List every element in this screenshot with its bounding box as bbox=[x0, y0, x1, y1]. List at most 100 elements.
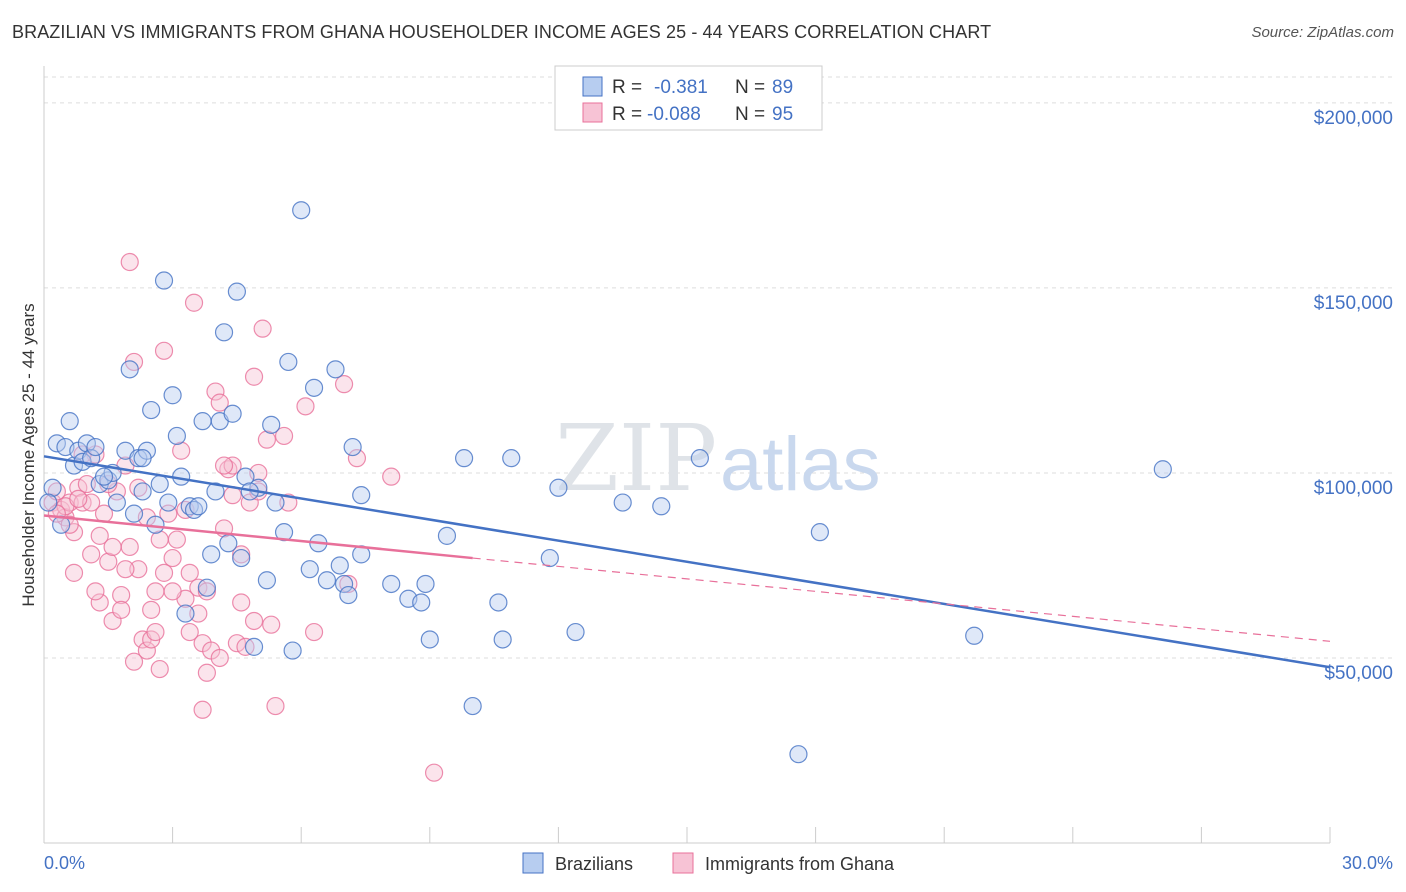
legend-r-label-brazilian: R = bbox=[612, 77, 642, 98]
legend-n-label-ghana: N = bbox=[735, 104, 765, 125]
brazilian-point-8 bbox=[86, 437, 105, 457]
ghana-point-14 bbox=[99, 552, 118, 571]
ghana-point-84 bbox=[146, 622, 165, 642]
y-axis-label: Householder Income Ages 25 - 44 years bbox=[19, 303, 38, 606]
ghana-point-78 bbox=[90, 526, 109, 545]
ghana-point-83 bbox=[124, 652, 144, 671]
brazilian-point-54 bbox=[326, 360, 345, 379]
brazilian-point-30 bbox=[193, 412, 212, 431]
ghana-point-90 bbox=[86, 582, 105, 601]
brazilian-point-50 bbox=[300, 560, 319, 579]
x-tick-labels: 0.0% 30.0% bbox=[44, 853, 1393, 873]
brazilian-point-85 bbox=[133, 449, 152, 468]
ghana-point-35 bbox=[184, 293, 204, 312]
legend-swatch-brazilian bbox=[582, 76, 603, 97]
ghana-point-55 bbox=[266, 696, 285, 716]
brazilian-point-37 bbox=[223, 404, 242, 423]
brazilian-point-67 bbox=[463, 696, 482, 716]
brazilian-points bbox=[39, 201, 1172, 764]
brazilian-point-51 bbox=[304, 378, 324, 397]
ghana-point-68 bbox=[214, 456, 234, 475]
ghana-point-42 bbox=[210, 393, 229, 412]
ghana-point-94 bbox=[304, 622, 324, 642]
brazilian-trend-line bbox=[43, 455, 1331, 669]
brazilian-point-48 bbox=[283, 641, 302, 660]
bottom-legend-brazilian: Brazilians bbox=[555, 854, 633, 874]
brazilian-point-68 bbox=[489, 593, 508, 612]
ghana-point-58 bbox=[334, 375, 354, 394]
ghana-point-79 bbox=[154, 563, 174, 582]
ghana-point-27 bbox=[150, 659, 169, 679]
ghana-point-57 bbox=[296, 397, 315, 416]
trend-lines bbox=[43, 455, 1331, 669]
brazilian-point-77 bbox=[789, 745, 808, 764]
ghana-point-19 bbox=[120, 537, 139, 557]
brazilian-point-12 bbox=[107, 493, 126, 512]
ghana-point-9 bbox=[77, 474, 96, 494]
ghana-point-32 bbox=[172, 441, 191, 460]
brazilian-point-75 bbox=[652, 497, 671, 516]
legend: R = -0.381 N = 89 R = -0.088 N = 95 bbox=[554, 65, 823, 131]
brazilian-point-73 bbox=[566, 622, 585, 642]
brazilian-point-66 bbox=[454, 449, 474, 468]
legend-r-value-ghana: -0.088 bbox=[647, 104, 701, 125]
bottom-legend-swatch-ghana bbox=[672, 852, 694, 874]
ghana-point-12 bbox=[90, 593, 109, 612]
ghana-point-54 bbox=[262, 615, 281, 634]
brazilian-point-39 bbox=[232, 548, 251, 568]
ghana-point-53 bbox=[257, 430, 277, 449]
y-tick-label-3: $200,000 bbox=[1314, 108, 1393, 129]
y-tick-label-0: $50,000 bbox=[1324, 663, 1393, 684]
brazilian-point-74 bbox=[613, 493, 632, 512]
legend-n-value-brazilian: 89 bbox=[772, 77, 793, 98]
ghana-point-22 bbox=[129, 560, 148, 579]
brazilian-point-15 bbox=[124, 504, 144, 523]
brazilian-point-58 bbox=[352, 486, 371, 505]
ghana-trend-extension bbox=[472, 557, 1331, 642]
bottom-legend: Brazilians Immigrants from Ghana bbox=[522, 852, 895, 874]
brazilian-point-40 bbox=[236, 467, 255, 486]
brazilian-point-55 bbox=[334, 574, 354, 594]
ghana-point-41 bbox=[206, 382, 225, 401]
legend-r-value-brazilian: -0.381 bbox=[654, 77, 708, 98]
ghana-trend-line bbox=[43, 514, 473, 560]
ghana-point-30 bbox=[163, 548, 182, 568]
ghana-point-47 bbox=[232, 593, 251, 612]
legend-n-label-brazilian: N = bbox=[735, 77, 765, 98]
x-tick-label-0: 0.0% bbox=[44, 853, 85, 873]
grid-lines bbox=[44, 76, 1395, 659]
brazilian-point-88 bbox=[330, 556, 349, 575]
brazilian-point-86 bbox=[189, 497, 208, 516]
ghana-point-87 bbox=[244, 611, 264, 631]
chart-source: Source: ZipAtlas.com bbox=[1251, 24, 1394, 41]
ghana-point-76 bbox=[274, 426, 294, 446]
brazilian-point-33 bbox=[206, 482, 225, 501]
brazilian-point-70 bbox=[502, 449, 521, 468]
brazilian-point-62 bbox=[412, 593, 431, 612]
brazilian-point-65 bbox=[437, 526, 457, 545]
brazilian-point-17 bbox=[133, 482, 152, 501]
ghana-point-52 bbox=[253, 319, 272, 338]
ghana-point-20 bbox=[120, 252, 139, 272]
ghana-point-64 bbox=[103, 537, 122, 557]
brazilian-point-64 bbox=[420, 630, 439, 649]
brazilian-point-24 bbox=[163, 386, 182, 405]
ghana-point-73 bbox=[163, 582, 182, 601]
brazilian-point-38 bbox=[227, 282, 246, 301]
ghana-point-61 bbox=[382, 467, 401, 486]
y-tick-label-2: $150,000 bbox=[1314, 293, 1393, 314]
brazilian-point-83 bbox=[39, 493, 58, 512]
brazilian-point-35 bbox=[214, 323, 234, 342]
brazilian-point-46 bbox=[274, 523, 294, 542]
brazilian-point-22 bbox=[154, 271, 174, 290]
bottom-legend-ghana: Immigrants from Ghana bbox=[705, 854, 895, 874]
brazilian-point-69 bbox=[493, 630, 512, 649]
ghana-point-17 bbox=[112, 585, 131, 605]
ghana-point-26 bbox=[146, 582, 165, 601]
ghana-point-10 bbox=[82, 545, 101, 564]
brazilian-point-81 bbox=[43, 478, 62, 497]
legend-n-value-ghana: 95 bbox=[772, 104, 793, 125]
brazilian-point-76 bbox=[690, 449, 709, 468]
ghana-point-6 bbox=[64, 563, 84, 582]
ghana-point-81 bbox=[69, 489, 88, 508]
